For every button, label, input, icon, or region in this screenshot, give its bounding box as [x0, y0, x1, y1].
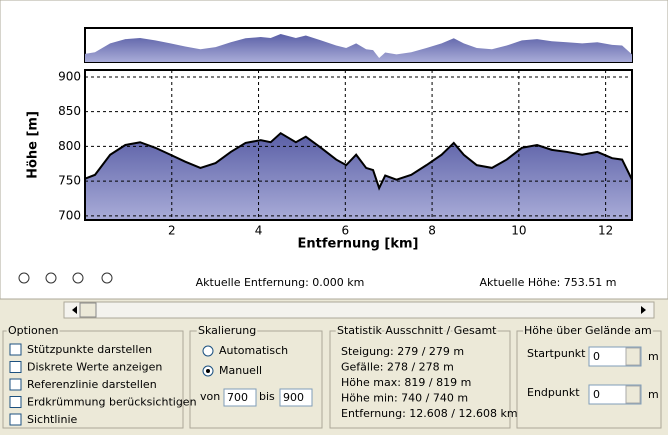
spin-buttons[interactable] — [625, 385, 641, 404]
input-value: 0 — [593, 350, 600, 363]
unit: m — [648, 350, 659, 363]
zoom-fit[interactable] — [72, 272, 84, 284]
y-tick-label: 700 — [58, 208, 81, 222]
checkbox[interactable] — [9, 343, 22, 356]
input-from[interactable] — [223, 388, 257, 407]
stat-line: Steigung: 279 / 279 m — [341, 345, 464, 358]
x-tick-label: 2 — [168, 224, 176, 238]
radio-label: Manuell — [219, 364, 262, 377]
label: Endpunkt — [527, 386, 580, 399]
x-tick-label: 10 — [511, 224, 526, 238]
group-title: Statistik Ausschnitt / Gesamt — [337, 324, 497, 337]
x-tick-label: 12 — [598, 224, 613, 238]
zoom-out[interactable] — [45, 272, 57, 284]
x-tick-label: 8 — [428, 224, 436, 238]
y-tick-label: 900 — [58, 69, 81, 83]
group-title: Skalierung — [198, 324, 256, 337]
options-group — [2, 330, 184, 429]
zoom-in[interactable] — [18, 272, 30, 284]
x-tick-label: 4 — [255, 224, 263, 238]
overview-area — [85, 34, 632, 62]
y-tick-label: 800 — [58, 139, 81, 153]
input-value: 900 — [283, 391, 304, 404]
label: Startpunkt — [527, 347, 586, 360]
elevation-area — [85, 133, 632, 220]
status-distance: Aktuelle Entfernung: 0.000 km — [196, 276, 365, 289]
x-axis-label: Entfernung [km] — [298, 237, 419, 252]
y-tick-label: 850 — [58, 104, 81, 118]
checkbox-label: Sichtlinie — [27, 413, 78, 426]
plot-border — [84, 69, 633, 221]
stat-line: Gefälle: 278 / 278 m — [341, 361, 454, 374]
checkbox[interactable] — [9, 413, 22, 426]
spin-buttons[interactable] — [625, 347, 641, 366]
stat-line: Höhe max: 819 / 819 m — [341, 376, 471, 389]
group-title: Optionen — [8, 324, 58, 337]
x-tick-label: 6 — [341, 224, 349, 238]
checkbox[interactable] — [9, 396, 22, 408]
checkbox-label: Stützpunkte darstellen — [27, 343, 152, 356]
checkbox-label: Erdkrümmung berücksichtigen — [27, 396, 197, 409]
scrollbar[interactable] — [63, 301, 655, 319]
chart: 700 750 800 850 900 2 4 6 8 10 12 — [58, 27, 633, 238]
stat-line: Höhe min: 740 / 740 m — [341, 392, 468, 405]
elevation-line — [84, 131, 633, 191]
status-height: Aktuelle Höhe: 753.51 m — [480, 276, 617, 289]
y-axis-label: Höhe [m] — [26, 111, 41, 179]
statistics-group — [329, 330, 511, 429]
scaling-group — [189, 330, 323, 429]
checkbox[interactable] — [9, 378, 22, 391]
zoom-select[interactable] — [101, 272, 113, 284]
radio-dot — [206, 369, 210, 373]
stat-line: Entfernung: 12.608 / 12.608 km — [341, 407, 518, 420]
ground-group — [516, 330, 662, 429]
unit: m — [648, 388, 659, 401]
input-value: 0 — [593, 388, 600, 401]
scroll-thumb[interactable] — [79, 302, 97, 318]
checkbox-label: Diskrete Werte anzeigen — [27, 361, 162, 374]
input-to[interactable] — [279, 388, 313, 407]
label: von — [200, 390, 220, 403]
label: bis — [259, 390, 275, 403]
zoom-tools — [18, 272, 113, 284]
checkbox[interactable] — [9, 361, 22, 373]
input-value: 700 — [227, 391, 248, 404]
group-title: Höhe über Gelände am — [524, 324, 652, 337]
y-tick-label: 750 — [58, 174, 81, 188]
checkbox-label: Referenzlinie darstellen — [27, 378, 157, 391]
radio-auto[interactable] — [202, 345, 214, 357]
radio-label: Automatisch — [219, 344, 288, 357]
